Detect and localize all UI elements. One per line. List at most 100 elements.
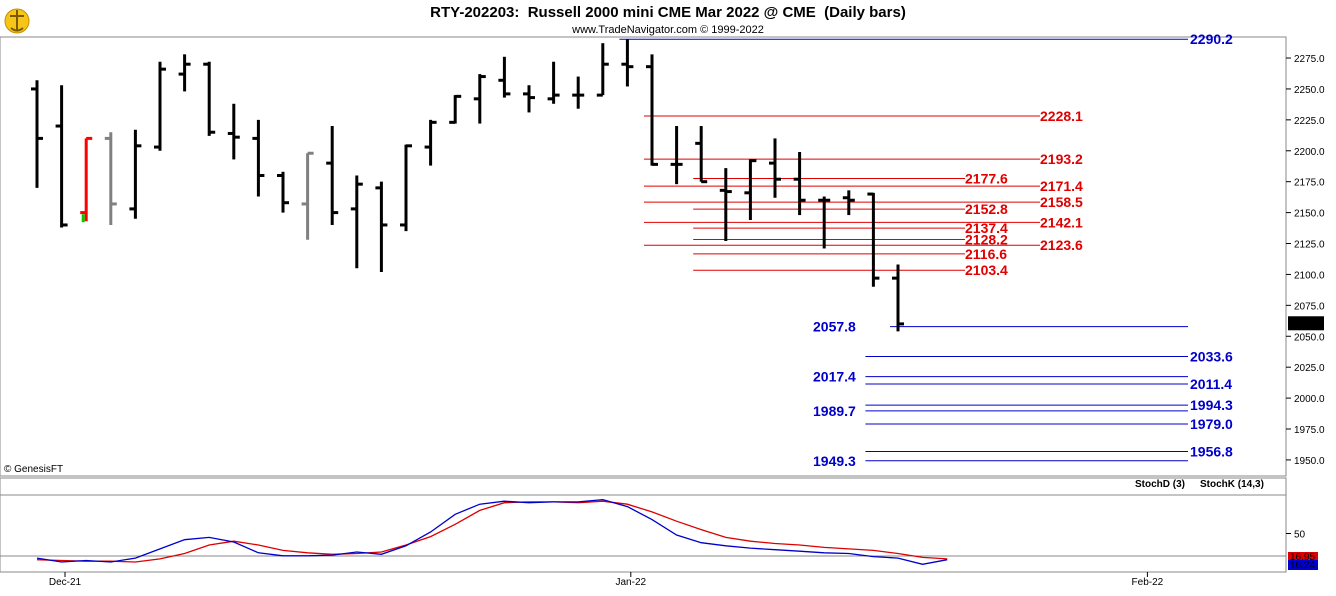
red-level-label: 2123.6	[1040, 237, 1083, 253]
x-tick-label: Feb-22	[1132, 577, 1164, 588]
ohlc-bar	[670, 126, 683, 185]
y-tick-label: 2275.0	[1294, 54, 1325, 65]
y-tick-label: 2025.0	[1294, 363, 1325, 374]
stoch-last-box	[1288, 552, 1318, 562]
price-axis: 2275.0 2250.0 2225.0 2200.0 2175.0 2150.0 2125…	[1286, 54, 1325, 467]
red-level-label: 2116.6	[965, 246, 1007, 262]
ohlc-bar	[695, 126, 708, 184]
ohlc-bar	[842, 190, 855, 216]
ohlc-bar	[818, 196, 831, 249]
y-tick-label: 2150.0	[1294, 209, 1325, 220]
price-panel	[0, 36, 1287, 477]
stoch-last-box	[1288, 560, 1318, 570]
chart-subtitle: www.TradeNavigator.com © 1999-2022	[571, 24, 764, 36]
stochd-line	[36, 500, 948, 563]
ohlc-bar	[301, 151, 314, 240]
ohlc-bar	[400, 144, 412, 232]
x-tick-label: Dec-21	[49, 577, 82, 588]
ohlc-bar	[326, 126, 339, 225]
last-price-box	[1288, 316, 1324, 331]
y-tick-label: 2175.0	[1294, 178, 1325, 189]
ohlc-bar	[203, 61, 216, 136]
blue-level-label: 2017.4	[813, 369, 856, 385]
ohlc-bar	[596, 43, 609, 97]
copyright-label: © GenesisFT	[4, 464, 63, 475]
ohlc-bar	[473, 74, 486, 124]
ohlc-bar	[449, 94, 462, 124]
y-tick-label: 2050.0	[1294, 332, 1325, 343]
blue-level-label: 1949.3	[813, 453, 856, 469]
y-tick-label: 2200.0	[1294, 147, 1325, 158]
ohlc-bar	[424, 119, 437, 166]
stoch-last-label: 16.24	[1290, 560, 1315, 571]
red-level-label: 2137.4	[965, 220, 1008, 236]
ohlc-bar	[350, 175, 363, 269]
red-level-label: 2142.1	[1040, 214, 1083, 230]
ohlc-bar	[252, 119, 265, 197]
blue-level-label: 1956.8	[1190, 444, 1233, 460]
y-tick-label: 2250.0	[1294, 85, 1325, 96]
ohlc-bar	[621, 39, 634, 87]
red-level-label: 2158.5	[1040, 194, 1083, 210]
stoch-legend: StochD (3) StochK (14,3)	[1135, 479, 1264, 490]
ohlc-bar	[892, 264, 904, 332]
ohlc-bar	[104, 132, 117, 225]
x-tick-label: Jan-22	[616, 577, 647, 588]
blue-level-label: 2011.4	[1190, 376, 1232, 392]
ohlc-bar	[80, 136, 93, 223]
y-tick-label: 2075.0	[1294, 301, 1325, 312]
blue-level-label: 1979.0	[1190, 416, 1233, 432]
ohlc-bar	[227, 103, 240, 160]
ohlc-bar	[277, 171, 289, 213]
stoch-last-label: 16.95	[1290, 552, 1315, 563]
blue-level-label: 1989.7	[813, 403, 856, 419]
ohlc-bar	[769, 138, 781, 198]
tradenavigator-logo-icon	[4, 8, 30, 34]
legend-stochd: StochD (3)	[1135, 479, 1185, 490]
chart-title: RTY-202203: Russell 2000 mini CME Mar 20…	[430, 4, 906, 21]
red-level-label: 2128.2	[965, 232, 1008, 248]
ohlc-bar	[154, 61, 166, 151]
blue-level-label: 1994.3	[1190, 397, 1233, 413]
blue-level-label: 2057.8	[813, 319, 856, 335]
ohlc-bar	[31, 80, 43, 188]
last-price-label: 2060.5	[1290, 319, 1321, 330]
ohlc-bar	[523, 85, 535, 113]
red-level-label: 2228.1	[1040, 108, 1083, 124]
ohlc-bar	[867, 192, 880, 287]
blue-level-label: 2290.2	[1190, 31, 1233, 47]
ohlc-bar	[793, 152, 806, 216]
red-level-label: 2152.8	[965, 201, 1008, 217]
date-axis: Dec-21 Jan-22 Feb-22	[49, 572, 1164, 588]
y-tick-label: 2225.0	[1294, 116, 1325, 127]
blue-level-label: 2033.6	[1190, 349, 1233, 365]
stoch-tick-label: 50	[1294, 530, 1306, 541]
ohlc-bar	[129, 129, 142, 219]
ohlc-bar	[55, 85, 68, 228]
y-tick-label: 1975.0	[1294, 425, 1325, 436]
ohlc-bar	[178, 54, 191, 92]
y-tick-label: 1950.0	[1294, 456, 1325, 467]
red-level-label: 2177.6	[965, 170, 1008, 186]
y-tick-label: 2100.0	[1294, 270, 1325, 281]
ohlc-bar	[719, 168, 732, 242]
red-level-label: 2103.4	[965, 262, 1008, 278]
ohlc-bar	[547, 61, 560, 104]
red-level-label: 2171.4	[1040, 178, 1083, 194]
y-tick-label: 2125.0	[1294, 240, 1325, 251]
red-level-label: 2193.2	[1040, 151, 1083, 167]
ohlc-bar	[498, 56, 511, 98]
legend-stochk: StochK (14,3)	[1200, 479, 1264, 490]
ohlc-bar	[375, 181, 388, 272]
ohlc-bar	[744, 159, 757, 221]
stochk-line	[36, 498, 948, 565]
stochastic-panel	[0, 477, 1287, 573]
ohlc-bar	[646, 54, 658, 166]
ohlc-bar	[572, 76, 585, 109]
ohlc-bars	[31, 39, 904, 332]
y-tick-label: 2000.0	[1294, 394, 1325, 405]
